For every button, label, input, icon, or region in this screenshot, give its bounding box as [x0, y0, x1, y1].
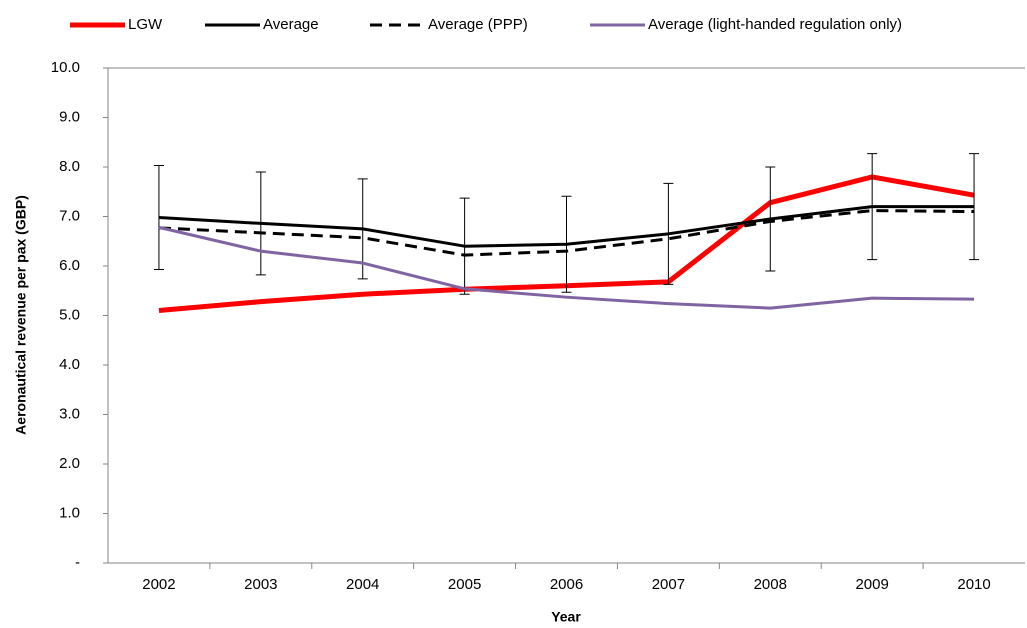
y-tick-label: 2.0 — [59, 455, 80, 472]
y-tick-label: 3.0 — [59, 405, 80, 422]
x-tick-label: 2010 — [957, 576, 990, 593]
x-tick-label: 2005 — [448, 576, 481, 593]
error-bar — [663, 182, 674, 285]
x-axis-title: Year — [551, 609, 581, 625]
x-tick-label: 2008 — [754, 576, 787, 593]
error-bar — [153, 165, 164, 270]
y-tick-label: 8.0 — [59, 158, 80, 175]
legend-label: Average (PPP) — [428, 16, 528, 33]
y-tick-label: 4.0 — [59, 356, 80, 373]
y-axis-title: Aeronautical revenue per pax (GBP) — [13, 195, 29, 435]
series-line — [158, 209, 975, 257]
y-tick-label: 1.0 — [59, 504, 80, 521]
x-tick-label: 2003 — [244, 576, 277, 593]
legend-label: Average (light-handed regulation only) — [648, 16, 902, 33]
plot-frame — [107, 67, 1025, 564]
y-tick-label: 5.0 — [59, 306, 80, 323]
y-tick-label: 7.0 — [59, 207, 80, 224]
series-line — [158, 225, 975, 310]
error-bar — [459, 197, 470, 295]
error-bar — [969, 153, 980, 261]
legend-label: LGW — [128, 16, 163, 33]
x-tick-label: 2002 — [142, 576, 175, 593]
legend-label: Average — [263, 16, 319, 33]
error-bar — [255, 171, 266, 276]
y-tick-label: 10.0 — [51, 59, 80, 76]
y-tick-label: - — [75, 554, 80, 571]
y-tick-label: 9.0 — [59, 108, 80, 125]
x-tick-label: 2006 — [550, 576, 583, 593]
error-bar — [561, 195, 572, 293]
x-tick-label: 2007 — [652, 576, 685, 593]
x-tick-label: 2009 — [855, 576, 888, 593]
x-tick-label: 2004 — [346, 576, 379, 593]
y-tick-label: 6.0 — [59, 257, 80, 274]
error-bar — [867, 153, 878, 261]
error-bar — [765, 166, 776, 272]
